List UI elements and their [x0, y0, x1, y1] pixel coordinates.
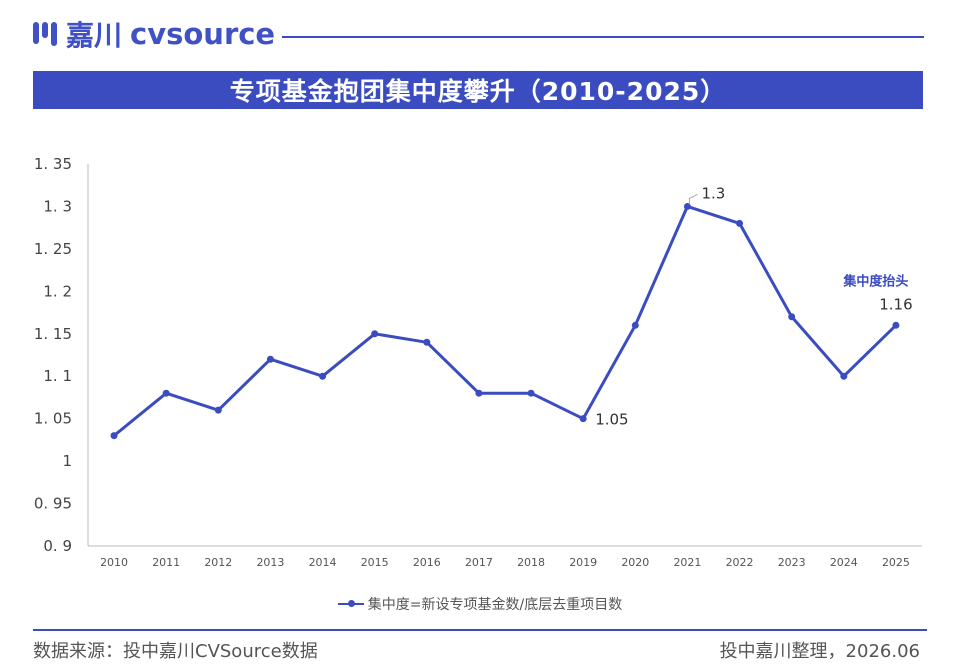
chart-title: 专项基金抱团集中度攀升（2010-2025） [229, 77, 727, 106]
series-points [110, 202, 900, 440]
data-point [214, 406, 222, 414]
x-tick-label: 2013 [256, 556, 284, 569]
data-point [110, 432, 118, 440]
x-tick-label: 2022 [726, 556, 754, 569]
y-tick-label: 1. 25 [34, 240, 72, 258]
data-point [579, 415, 587, 423]
data-label: 1.3 [701, 184, 725, 202]
y-tick-label: 1. 15 [34, 325, 72, 343]
data-point [266, 355, 274, 363]
data-point [423, 338, 431, 346]
x-tick-label: 2025 [882, 556, 910, 569]
header-divider [282, 36, 924, 38]
x-tick-label: 2023 [778, 556, 806, 569]
y-tick-label: 1. 1 [43, 367, 72, 385]
data-point [892, 321, 900, 329]
data-point [371, 330, 379, 338]
x-tick-label: 2011 [152, 556, 180, 569]
legend: 集中度=新设专项基金数/底层去重项目数 [0, 594, 960, 614]
data-point [788, 313, 796, 321]
x-tick-label: 2024 [830, 556, 858, 569]
x-axis-ticks: 2010 2011 2012 2013 2014 2015 2016 2017 2018 2019… [100, 556, 910, 569]
x-tick-label: 2016 [413, 556, 441, 569]
x-tick-label: 2020 [621, 556, 649, 569]
data-point [319, 372, 327, 380]
title-bar: 专项基金抱团集中度攀升（2010-2025） [33, 71, 923, 109]
data-point [527, 389, 535, 397]
x-tick-label: 2015 [361, 556, 389, 569]
data-label: 1.05 [595, 411, 628, 429]
data-label: 1.16 [879, 295, 912, 313]
y-tick-label: 0. 95 [34, 495, 72, 513]
y-tick-label: 1. 35 [34, 155, 72, 173]
legend-line-icon [337, 600, 364, 607]
data-point [631, 321, 639, 329]
x-tick-label: 2017 [465, 556, 493, 569]
annotation: 集中度抬头 [842, 273, 908, 289]
footer-divider [33, 629, 927, 631]
x-tick-label: 2014 [309, 556, 337, 569]
data-point [475, 389, 483, 397]
data-point [162, 389, 170, 397]
y-axis-ticks: 0. 9 0. 95 1 1. 05 1. 1 1. 15 1. 2 1. 25 1. 3 1. … [34, 155, 72, 555]
y-tick-label: 1. 2 [43, 282, 72, 300]
data-point [840, 372, 848, 380]
y-tick-label: 1 [62, 452, 72, 470]
x-tick-label: 2010 [100, 556, 128, 569]
logo-text-en: cvsource [130, 17, 276, 51]
series-line [113, 204, 897, 437]
legend-label: 集中度=新设专项基金数/底层去重项目数 [367, 597, 623, 613]
y-tick-label: 1. 05 [34, 410, 72, 428]
label-leader-line [688, 193, 698, 205]
data-labels: 1.05 1.3 1.16 集中度抬头 [595, 184, 912, 428]
y-tick-label: 0. 9 [43, 537, 72, 555]
logo: 嘉川 cvsource [32, 14, 275, 54]
data-point [736, 219, 744, 227]
x-tick-label: 2021 [673, 556, 701, 569]
line-chart: 0. 9 0. 95 1 1. 05 1. 1 1. 15 1. 2 1. 25 1. 3 1. … [34, 155, 922, 569]
logo-text-cn: 嘉川 [66, 19, 123, 52]
logo-mark-icon [33, 22, 57, 46]
footer-credit: 投中嘉川整理，2026.06 [719, 641, 920, 662]
x-tick-label: 2012 [204, 556, 232, 569]
data-point [683, 202, 691, 210]
y-tick-label: 1. 3 [43, 197, 72, 215]
footer-source: 数据来源：投中嘉川CVSource数据 [33, 641, 318, 662]
x-tick-label: 2018 [517, 556, 545, 569]
x-tick-label: 2019 [569, 556, 597, 569]
